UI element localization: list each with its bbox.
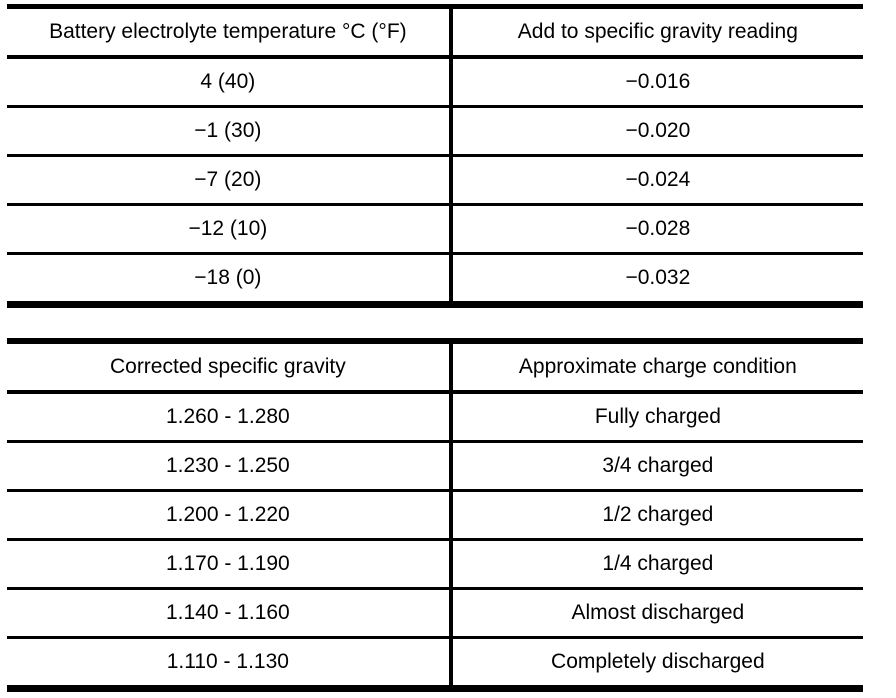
table-row: −12 (10) −0.028 <box>7 204 863 255</box>
cell-temperature: −7 (20) <box>7 155 453 206</box>
table-header-row: Battery electrolyte temperature °C (°F) … <box>7 6 863 59</box>
cell-charge-condition: Almost discharged <box>450 588 863 639</box>
table-row: 1.230 - 1.250 3/4 charged <box>7 441 863 492</box>
cell-temperature: −18 (0) <box>7 253 453 306</box>
table-row: 1.200 - 1.220 1/2 charged <box>7 490 863 541</box>
cell-gravity-range: 1.110 - 1.130 <box>7 637 453 690</box>
column-header-gravity-correction: Add to specific gravity reading <box>450 6 863 59</box>
cell-charge-condition: 1/2 charged <box>450 490 863 541</box>
cell-charge-condition: 1/4 charged <box>450 539 863 590</box>
table-row: 1.110 - 1.130 Completely discharged <box>7 637 863 690</box>
cell-gravity-range: 1.260 - 1.280 <box>7 392 453 443</box>
cell-correction: −0.020 <box>450 106 863 157</box>
cell-temperature: −12 (10) <box>7 204 453 255</box>
cell-gravity-range: 1.230 - 1.250 <box>7 441 453 492</box>
cell-correction: −0.024 <box>450 155 863 206</box>
table-row: −1 (30) −0.020 <box>7 106 863 157</box>
cell-gravity-range: 1.200 - 1.220 <box>7 490 453 541</box>
table-row: 1.260 - 1.280 Fully charged <box>7 392 863 443</box>
column-header-charge-condition: Approximate charge condition <box>450 341 863 394</box>
temperature-correction-table: Battery electrolyte temperature °C (°F) … <box>7 4 863 308</box>
table-row: 4 (40) −0.016 <box>7 57 863 108</box>
cell-temperature: −1 (30) <box>7 106 453 157</box>
column-header-specific-gravity: Corrected specific gravity <box>7 341 453 394</box>
cell-temperature: 4 (40) <box>7 57 453 108</box>
cell-charge-condition: Fully charged <box>450 392 863 443</box>
table-row: −18 (0) −0.032 <box>7 253 863 306</box>
cell-correction: −0.032 <box>450 253 863 306</box>
column-header-temperature: Battery electrolyte temperature °C (°F) <box>7 6 453 59</box>
cell-gravity-range: 1.170 - 1.190 <box>7 539 453 590</box>
table-row: −7 (20) −0.024 <box>7 155 863 206</box>
table-header-row: Corrected specific gravity Approximate c… <box>7 341 863 394</box>
cell-correction: −0.016 <box>450 57 863 108</box>
cell-charge-condition: 3/4 charged <box>450 441 863 492</box>
cell-gravity-range: 1.140 - 1.160 <box>7 588 453 639</box>
cell-correction: −0.028 <box>450 204 863 255</box>
table-row: 1.140 - 1.160 Almost discharged <box>7 588 863 639</box>
table-row: 1.170 - 1.190 1/4 charged <box>7 539 863 590</box>
cell-charge-condition: Completely discharged <box>450 637 863 690</box>
charge-condition-table: Corrected specific gravity Approximate c… <box>7 338 863 692</box>
